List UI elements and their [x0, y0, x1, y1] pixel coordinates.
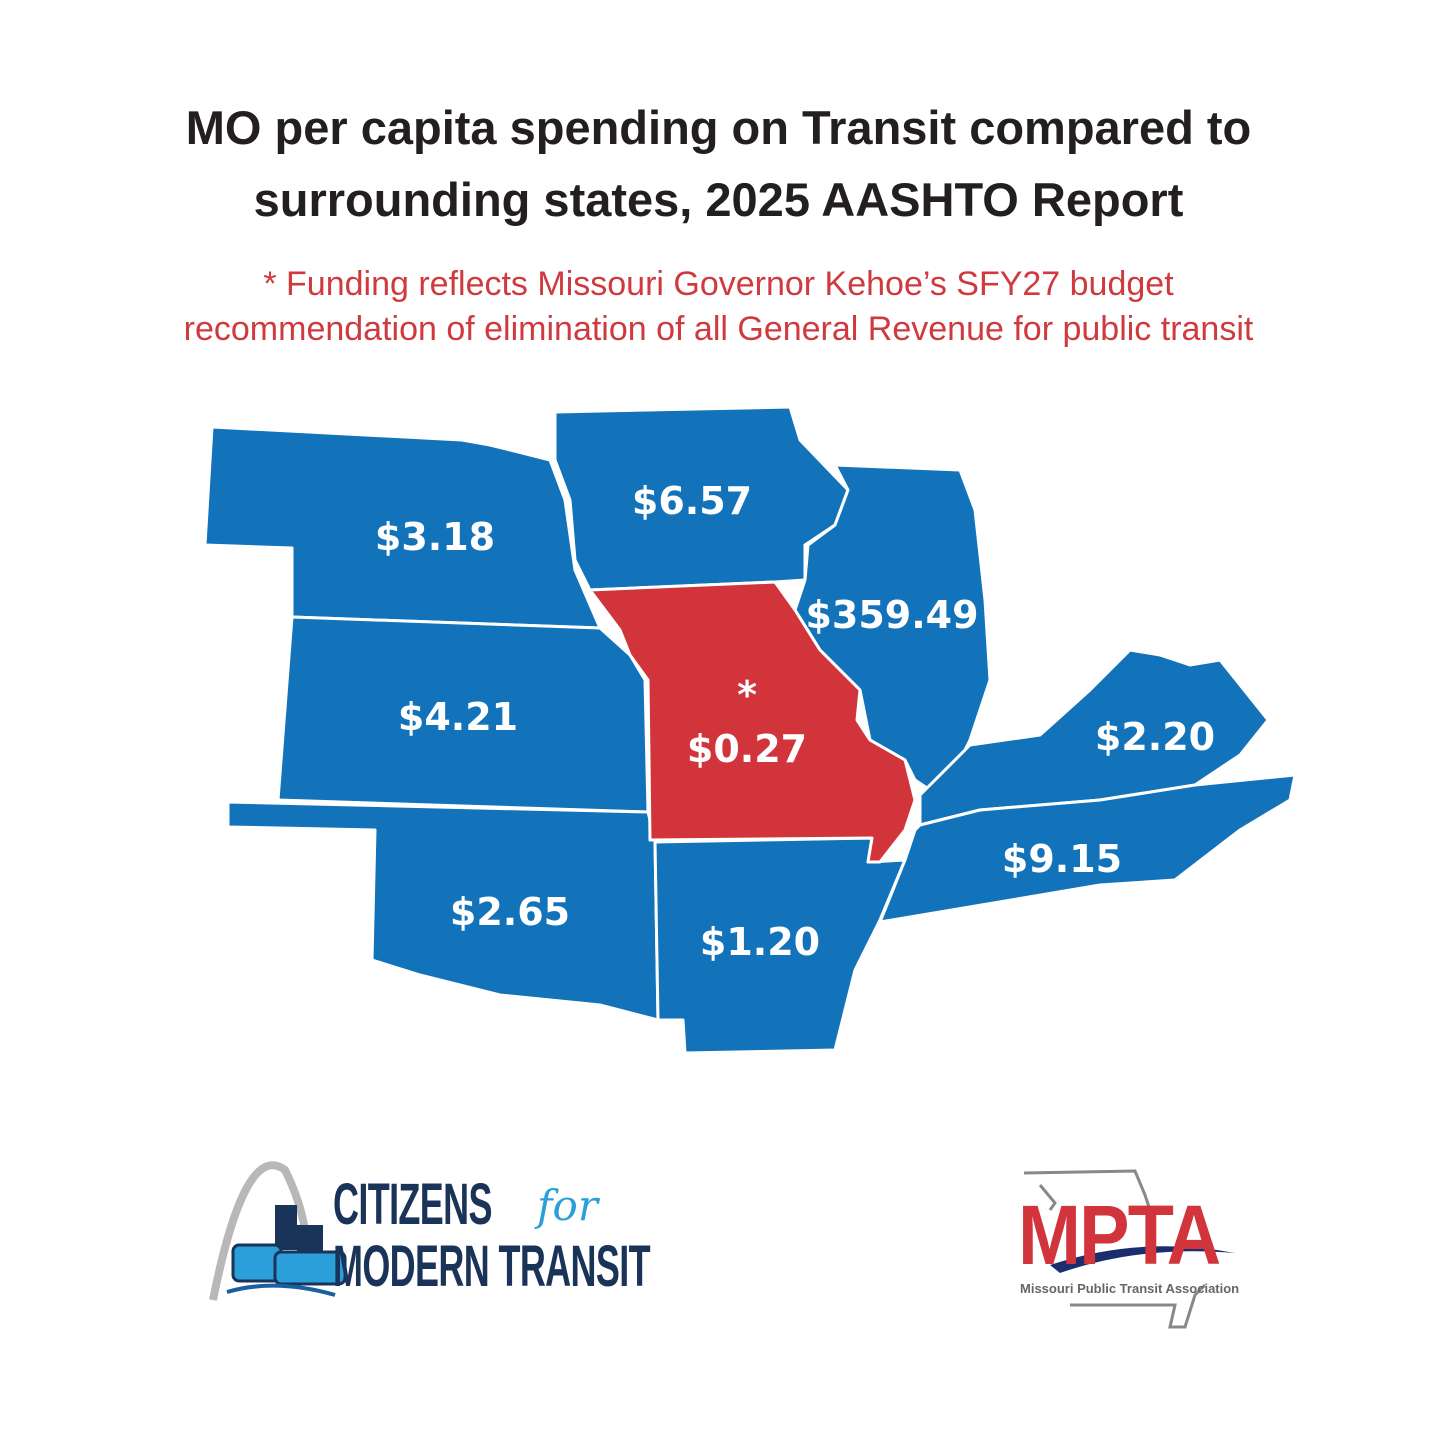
label-kansas: $4.21	[398, 695, 518, 739]
missouri-outline-icon	[1023, 1169, 1235, 1329]
label-oklahoma: $2.65	[450, 890, 570, 934]
page-title: MO per capita spending on Transit compar…	[0, 92, 1437, 236]
state-kansas	[276, 615, 650, 814]
citizens-for-modern-transit-logo: CITIZENS for MODERN TRANSIT	[205, 1160, 705, 1310]
label-missouri: $0.27	[687, 727, 807, 771]
label-kentucky: $2.20	[1095, 715, 1215, 759]
subtitle-line-1: * Funding reflects Missouri Governor Keh…	[263, 265, 1174, 303]
logo-text-for: for	[537, 1181, 598, 1230]
logo-text-mpta: MPTA	[1018, 1188, 1221, 1282]
label-missouri-marker: *	[737, 673, 757, 717]
arch-transit-icon	[209, 1161, 347, 1301]
subtitle-note: * Funding reflects Missouri Governor Keh…	[0, 262, 1437, 352]
mpta-logo: MPTA Missouri Public Transit Association	[1010, 1165, 1250, 1335]
subtitle-line-2: recommendation of elimination of all Gen…	[183, 310, 1254, 348]
logo-text-modern-transit: MODERN TRANSIT	[333, 1234, 651, 1299]
label-iowa: $6.57	[632, 479, 752, 523]
state-missouri	[588, 580, 917, 864]
state-tennessee	[878, 773, 1297, 924]
title-line-2: surrounding states, 2025 AASHTO Report	[253, 173, 1184, 226]
title-line-1: MO per capita spending on Transit compar…	[185, 101, 1252, 154]
state-oklahoma	[226, 800, 660, 1022]
label-tennessee: $9.15	[1002, 837, 1122, 881]
logo-text-citizens: CITIZENS	[333, 1172, 492, 1237]
label-nebraska: $3.18	[375, 515, 495, 559]
label-arkansas: $1.20	[700, 920, 820, 964]
label-illinois: $359.49	[805, 593, 978, 637]
state-nebraska	[203, 425, 602, 630]
logo-text-mpta-name: Missouri Public Transit Association	[1020, 1281, 1240, 1296]
